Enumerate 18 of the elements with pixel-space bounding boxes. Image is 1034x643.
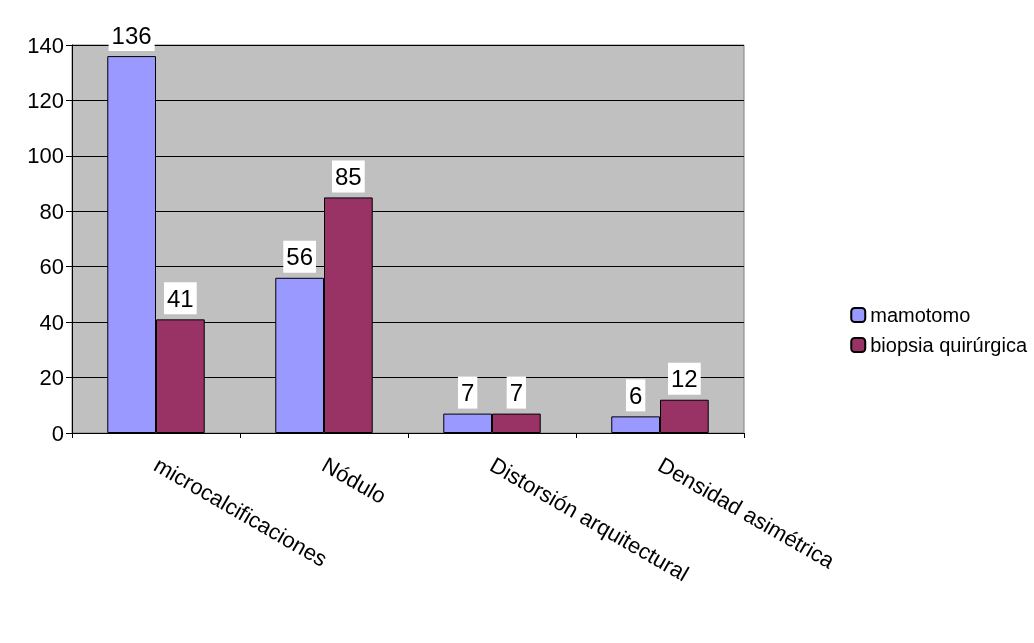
y-tick-label: 120 [27,87,64,113]
y-tick-label: 100 [27,143,64,169]
data-label: 7 [460,379,475,407]
data-label: 85 [335,162,362,190]
y-tick-label: 80 [39,198,64,224]
data-label: 136 [111,21,152,49]
y-tick-label: 40 [39,309,64,335]
y-tick-label: 0 [51,420,64,446]
data-label: 12 [671,365,698,393]
data-label: 6 [628,381,643,409]
data-label: 7 [509,379,524,407]
y-tick-label: 20 [39,365,64,391]
data-label: 56 [286,243,313,271]
y-tick-label: 60 [39,254,64,280]
data-label: 41 [167,284,194,312]
legend-label: mamotomo [870,304,971,326]
y-tick-label: 140 [27,32,64,58]
legend-label: biopsia quirúrgica [870,334,1028,356]
